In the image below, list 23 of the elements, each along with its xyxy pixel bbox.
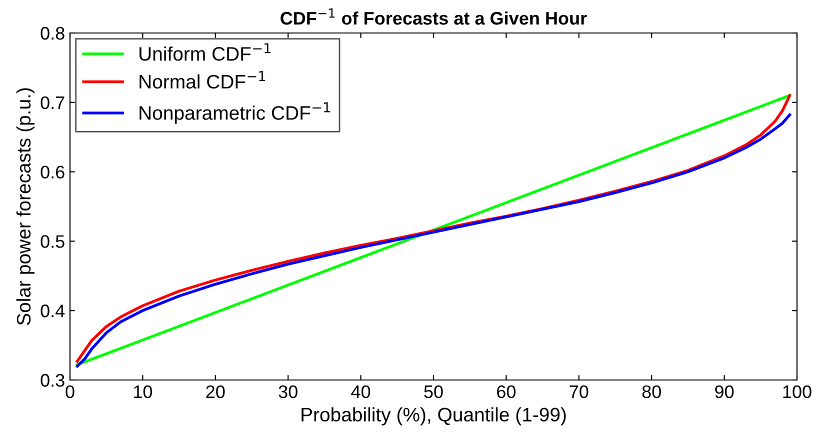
y-tick-label: 0.5 bbox=[40, 235, 64, 248]
x-tick-label: 10 bbox=[134, 385, 152, 398]
x-tick-label: 100 bbox=[783, 385, 812, 398]
x-tick-label: 60 bbox=[497, 385, 516, 398]
y-tick-label: 0.6 bbox=[40, 166, 64, 179]
x-tick-label: 80 bbox=[642, 385, 661, 398]
y-tick-label: 0.3 bbox=[40, 374, 64, 387]
x-tick-label: 30 bbox=[278, 385, 298, 398]
x-tick-label: 90 bbox=[715, 385, 734, 398]
x-tick-label: 50 bbox=[424, 385, 443, 398]
y-tick-label: 0.4 bbox=[40, 304, 65, 318]
y-tick-label: 0.7 bbox=[40, 96, 64, 110]
x-axis-title: Probability (%), Quantile (1-99) bbox=[302, 407, 566, 426]
x-tick-label: 0 bbox=[66, 385, 74, 398]
x-tick-label: 40 bbox=[351, 385, 370, 398]
legend-label: Nonparametric CDF$^{−1}$ bbox=[140, 102, 330, 124]
x-tick-label: 70 bbox=[570, 385, 588, 398]
chart-title: CDF$^{−1}$ of Forecasts at a Given Hour bbox=[280, 8, 587, 25]
legend-label: Uniform CDF$^{−1}$ bbox=[140, 43, 270, 61]
x-tick-label: 20 bbox=[206, 385, 225, 398]
y-tick-label: 0.8 bbox=[40, 26, 64, 40]
legend-label: Normal CDF$^{−1}$ bbox=[140, 71, 266, 89]
y-axis-title: Solar power forecasts (p.u.) bbox=[16, 88, 34, 326]
